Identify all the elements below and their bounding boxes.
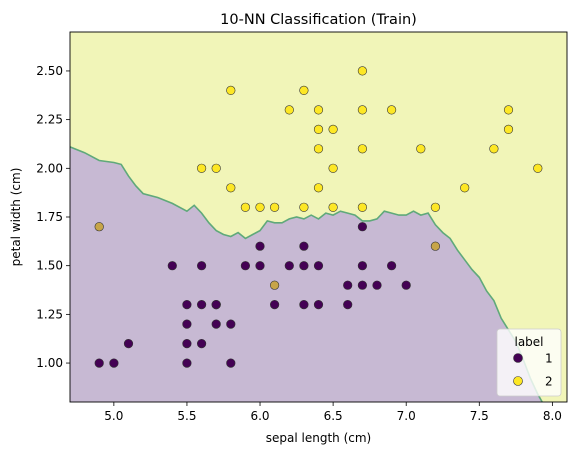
x-tick-label: 8.0 <box>543 409 562 423</box>
point-1-1 <box>109 358 119 368</box>
point-2-22 <box>416 144 426 154</box>
point-1-28 <box>357 222 368 232</box>
point-1-8 <box>197 261 207 271</box>
point-2-15 <box>328 163 338 173</box>
legend-label-2: 2 <box>545 375 553 389</box>
point-1-16 <box>240 261 250 271</box>
point-2-19 <box>357 144 368 154</box>
point-1-21 <box>299 241 309 251</box>
legend-label-1: 1 <box>545 352 553 366</box>
point-2-9 <box>299 202 309 212</box>
point-1-17 <box>255 241 265 251</box>
point-1-10 <box>197 339 207 349</box>
point-2-25 <box>489 144 499 154</box>
point-1-13 <box>211 300 221 310</box>
x-tick-label: 6.0 <box>250 409 269 423</box>
point-1-29 <box>357 261 368 271</box>
y-axis-label: petal width (cm) <box>9 168 23 267</box>
point-2-0 <box>197 163 207 173</box>
legend-marker-1 <box>513 353 523 363</box>
x-axis: 5.0 5.5 6.0 6.5 7.0 7.5 8.0 <box>104 402 562 423</box>
point-1-5 <box>182 319 192 329</box>
point-misclassified-0 <box>94 222 104 232</box>
point-2-26 <box>503 105 514 115</box>
y-tick-label: 1.00 <box>36 356 63 370</box>
legend: label 1 2 <box>496 328 562 397</box>
region-class-1 <box>70 146 567 402</box>
point-2-6 <box>270 202 280 212</box>
point-2-12 <box>313 144 324 154</box>
point-1-4 <box>182 300 192 310</box>
y-tick-label: 2.25 <box>36 113 63 127</box>
point-2-5 <box>255 202 265 212</box>
point-1-9 <box>197 300 207 310</box>
x-tick-label: 5.0 <box>104 409 123 423</box>
point-1-33 <box>401 280 411 290</box>
data-points <box>94 66 543 368</box>
plot-area <box>70 32 567 402</box>
point-2-24 <box>460 183 470 193</box>
point-2-23 <box>430 202 441 212</box>
y-tick-label: 1.50 <box>36 259 63 273</box>
chart-title: 10-NN Classification (Train) <box>220 12 417 28</box>
point-2-7 <box>284 105 294 115</box>
legend-title: label <box>514 335 543 349</box>
y-axis: 1.00 1.25 1.50 1.75 2.00 2.25 2.50 <box>36 64 70 370</box>
point-2-17 <box>357 66 368 76</box>
legend-box <box>496 328 562 397</box>
point-1-26 <box>343 280 353 290</box>
point-2-20 <box>357 202 368 212</box>
point-2-27 <box>503 124 514 134</box>
point-1-12 <box>211 319 221 329</box>
x-tick-label: 5.5 <box>177 409 196 423</box>
point-1-3 <box>167 261 177 271</box>
point-2-14 <box>328 124 338 134</box>
point-2-1 <box>211 163 221 173</box>
point-misclassified-1 <box>270 280 280 290</box>
point-2-21 <box>387 105 397 115</box>
point-1-22 <box>299 261 309 271</box>
point-1-2 <box>123 339 134 349</box>
x-tick-label: 6.5 <box>324 409 343 423</box>
point-2-4 <box>240 202 250 212</box>
decision-boundary <box>70 146 543 402</box>
point-1-19 <box>270 300 280 310</box>
point-1-6 <box>182 339 192 349</box>
y-tick-label: 1.25 <box>36 307 63 321</box>
legend-marker-2 <box>513 376 523 386</box>
y-tick-label: 1.75 <box>36 210 63 224</box>
point-1-24 <box>313 261 324 271</box>
point-2-18 <box>357 105 368 115</box>
point-misclassified-2 <box>430 241 441 251</box>
point-2-3 <box>226 183 236 193</box>
point-1-18 <box>255 261 265 271</box>
point-1-25 <box>313 300 324 310</box>
point-1-30 <box>357 280 368 290</box>
point-2-2 <box>226 85 236 95</box>
x-tick-label: 7.5 <box>470 409 489 423</box>
point-1-14 <box>226 319 236 329</box>
x-axis-label: sepal length (cm) <box>266 431 371 445</box>
point-1-15 <box>226 358 236 368</box>
point-2-11 <box>313 124 324 134</box>
y-tick-label: 2.50 <box>36 64 63 78</box>
point-1-23 <box>299 300 309 310</box>
point-2-16 <box>328 202 338 212</box>
point-2-10 <box>313 105 324 115</box>
point-2-13 <box>313 183 324 193</box>
point-1-31 <box>372 280 382 290</box>
point-1-7 <box>182 358 192 368</box>
point-1-0 <box>94 358 104 368</box>
point-1-32 <box>387 261 397 271</box>
point-1-27 <box>343 300 353 310</box>
x-tick-label: 7.0 <box>397 409 416 423</box>
y-tick-label: 2.00 <box>36 161 63 175</box>
point-1-20 <box>284 261 294 271</box>
point-2-28 <box>533 163 543 173</box>
point-2-8 <box>299 85 309 95</box>
